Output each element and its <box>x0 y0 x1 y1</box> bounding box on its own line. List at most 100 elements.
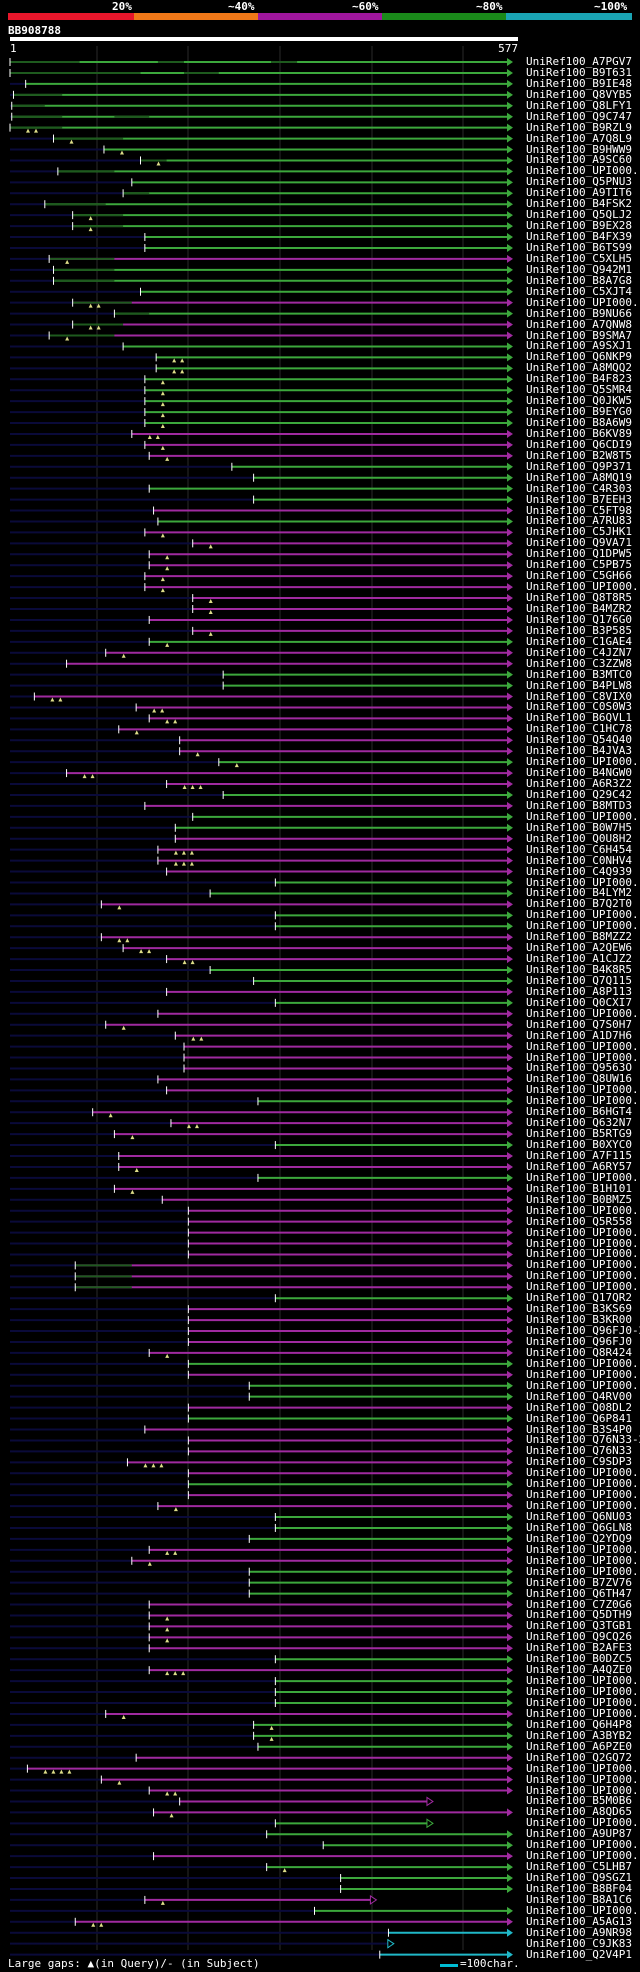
hit-label[interactable]: UniRef100_A1CJZ2 <box>526 952 632 966</box>
hit-label[interactable]: UniRef100_B4K8R5 <box>526 963 632 977</box>
hit-label[interactable]: UniRef100_B4JVA3 <box>526 744 632 758</box>
hit-label[interactable]: UniRef100_B9EYG0 <box>526 405 632 419</box>
hit-label[interactable]: UniRef100_UPI000.. <box>526 1225 640 1239</box>
hit-label[interactable]: UniRef100_B6KV89 <box>526 426 632 440</box>
hit-label[interactable]: UniRef100_C1HC78 <box>526 722 632 736</box>
hit-label[interactable]: UniRef100_Q9SGZ1 <box>526 1871 632 1885</box>
hit-label[interactable]: UniRef100_C5PB75 <box>526 558 632 572</box>
hit-label[interactable]: UniRef100_A1D7H6 <box>526 1028 632 1042</box>
hit-label[interactable]: UniRef100_Q9P371 <box>526 459 632 473</box>
hit-label[interactable]: UniRef100_UPI000.. <box>526 1203 640 1217</box>
hit-label[interactable]: UniRef100_UPI000.. <box>526 1236 640 1250</box>
hit-label[interactable]: UniRef100_A7PGV7 <box>526 55 632 68</box>
hit-label[interactable]: UniRef100_UPI000.. <box>526 1367 640 1381</box>
hit-label[interactable]: UniRef100_Q8LFY1 <box>526 98 632 112</box>
hit-label[interactable]: UniRef100_B9IE48 <box>526 76 632 90</box>
hit-label[interactable]: UniRef100_Q0CXI7 <box>526 995 632 1009</box>
hit-label[interactable]: UniRef100_UPI000.. <box>526 1269 640 1283</box>
hit-label[interactable]: UniRef100_UPI000.. <box>526 1499 640 1513</box>
hit-label[interactable]: UniRef100_Q6NKP9 <box>526 350 632 364</box>
hit-label[interactable]: UniRef100_UPI000.. <box>526 908 640 922</box>
hit-label[interactable]: UniRef100_B4NGW0 <box>526 766 632 780</box>
hit-label[interactable]: UniRef100_UPI000.. <box>526 1258 640 1272</box>
hit-label[interactable]: UniRef100_B4LYM2 <box>526 886 632 900</box>
hit-label[interactable]: UniRef100_UPI000.. <box>526 1903 640 1917</box>
hit-label[interactable]: UniRef100_UPI000.. <box>526 1280 640 1294</box>
hit-label[interactable]: UniRef100_UPI000.. <box>526 1039 640 1053</box>
hit-label[interactable]: UniRef100_B7ZV76 <box>526 1575 632 1589</box>
hit-label[interactable]: UniRef100_UPI000.. <box>526 755 640 769</box>
hit-label[interactable]: UniRef100_UPI000.. <box>526 1378 640 1392</box>
hit-label[interactable]: UniRef100_B8A7G8 <box>526 273 632 287</box>
hit-label[interactable]: UniRef100_UPI000.. <box>526 1564 640 1578</box>
hit-label[interactable]: UniRef100_C5JHK1 <box>526 525 632 539</box>
hit-label[interactable]: UniRef100_B6HGT4 <box>526 1105 632 1119</box>
hit-label[interactable]: UniRef100_B9HWW9 <box>526 142 632 156</box>
hit-label[interactable]: UniRef100_C6H454 <box>526 842 632 856</box>
hit-label[interactable]: UniRef100_A6RY57 <box>526 1159 632 1173</box>
hit-label[interactable]: UniRef100_B4MZR2 <box>526 602 632 615</box>
hit-label[interactable]: UniRef100_UPI000.. <box>526 1685 640 1699</box>
hit-label[interactable]: UniRef100_B0XYC0 <box>526 1138 632 1152</box>
hit-label[interactable]: UniRef100_Q5R558 <box>526 1214 632 1228</box>
hit-label[interactable]: UniRef100_C5GH66 <box>526 569 632 583</box>
hit-label[interactable]: UniRef100_Q6P841 <box>526 1411 632 1425</box>
hit-label[interactable]: UniRef100_B1H101 <box>526 1181 632 1195</box>
hit-label[interactable]: UniRef100_Q6GLN8 <box>526 1520 632 1534</box>
hit-label[interactable]: UniRef100_A7F115 <box>526 1149 632 1162</box>
hit-label[interactable]: UniRef100_UPI000.. <box>526 919 640 933</box>
hit-label[interactable]: UniRef100_B4F823 <box>526 372 632 386</box>
hit-label[interactable]: UniRef100_A9SC60 <box>526 153 632 167</box>
hit-label[interactable]: UniRef100_Q96FJ0-2 <box>526 1324 640 1338</box>
hit-label[interactable]: UniRef100_A8MQQ2 <box>526 361 632 375</box>
hit-label[interactable]: UniRef100_A8QD65 <box>526 1805 632 1819</box>
hit-label[interactable]: UniRef100_UPI000.. <box>526 875 640 889</box>
hit-label[interactable]: UniRef100_B5M0B6 <box>526 1794 632 1808</box>
hit-label[interactable]: UniRef100_B9EX28 <box>526 219 632 233</box>
hit-label[interactable]: UniRef100_C3ZZW8 <box>526 656 632 670</box>
hit-label[interactable]: UniRef100_C5FT98 <box>526 503 632 517</box>
hit-label[interactable]: UniRef100_UPI000.. <box>526 1050 640 1064</box>
hit-label[interactable]: UniRef100_Q9VA71 <box>526 536 632 550</box>
hit-label[interactable]: UniRef100_Q96FJ0 <box>526 1334 632 1348</box>
hit-label[interactable]: UniRef100_Q17QR2 <box>526 1291 632 1305</box>
hit-label[interactable]: UniRef100_Q2GQ72 <box>526 1750 632 1764</box>
hit-label[interactable]: UniRef100_B8A6W9 <box>526 416 632 430</box>
hit-label[interactable]: UniRef100_UPI000.. <box>526 1849 640 1863</box>
hit-label[interactable]: UniRef100_C0NHV4 <box>526 853 632 867</box>
hit-label[interactable]: UniRef100_UPI000.. <box>526 1674 640 1688</box>
hit-label[interactable]: UniRef100_UPI000.. <box>526 164 640 178</box>
hit-label[interactable]: UniRef100_C4Q939 <box>526 864 632 878</box>
hit-label[interactable]: UniRef100_A3BYB2 <box>526 1728 632 1742</box>
hit-label[interactable]: UniRef100_B0W7H5 <box>526 820 632 834</box>
hit-label[interactable]: UniRef100_Q0U8H2 <box>526 831 632 845</box>
hit-label[interactable]: UniRef100_Q632N7 <box>526 1116 632 1130</box>
hit-label[interactable]: UniRef100_B4FSK2 <box>526 197 632 211</box>
hit-label[interactable]: UniRef100_A5AG13 <box>526 1914 632 1928</box>
hit-label[interactable]: UniRef100_A2QEW6 <box>526 941 632 955</box>
hit-label[interactable]: UniRef100_Q5SMR4 <box>526 383 632 397</box>
hit-label[interactable]: UniRef100_UPI000.. <box>526 1783 640 1797</box>
hit-label[interactable]: UniRef100_C9JK83 <box>526 1936 632 1950</box>
hit-label[interactable]: UniRef100_Q8T8R5 <box>526 591 632 605</box>
hit-label[interactable]: UniRef100_B0BMZ5 <box>526 1192 632 1206</box>
hit-label[interactable]: UniRef100_A8MQ19 <box>526 470 632 484</box>
hit-label[interactable]: UniRef100_Q4RV00 <box>526 1389 632 1403</box>
hit-label[interactable]: UniRef100_Q9C747 <box>526 109 632 123</box>
hit-label[interactable]: UniRef100_UPI000.. <box>526 1696 640 1709</box>
hit-label[interactable]: UniRef100_B5RTG9 <box>526 1127 632 1141</box>
hit-label[interactable]: UniRef100_B3P585 <box>526 623 632 637</box>
hit-label[interactable]: UniRef100_UPI000.. <box>526 1761 640 1775</box>
hit-label[interactable]: UniRef100_Q942M1 <box>526 262 632 276</box>
hit-label[interactable]: UniRef100_B8MTD3 <box>526 798 632 812</box>
hit-label[interactable]: UniRef100_UPI000.. <box>526 1170 640 1184</box>
hit-label[interactable]: UniRef100_UPI000.. <box>526 1553 640 1567</box>
hit-label[interactable]: UniRef100_B9SMA7 <box>526 328 632 342</box>
hit-label[interactable]: UniRef100_UPI000.. <box>526 1466 640 1480</box>
hit-label[interactable]: UniRef100_Q6TH47 <box>526 1586 632 1600</box>
hit-label[interactable]: UniRef100_B7EEH3 <box>526 492 632 506</box>
hit-label[interactable]: UniRef100_UPI000.. <box>526 1083 640 1097</box>
hit-label[interactable]: UniRef100_Q7S0H7 <box>526 1017 632 1031</box>
hit-label[interactable]: UniRef100_Q8VYB5 <box>526 87 632 101</box>
hit-label[interactable]: UniRef100_Q3TGB1 <box>526 1619 632 1633</box>
